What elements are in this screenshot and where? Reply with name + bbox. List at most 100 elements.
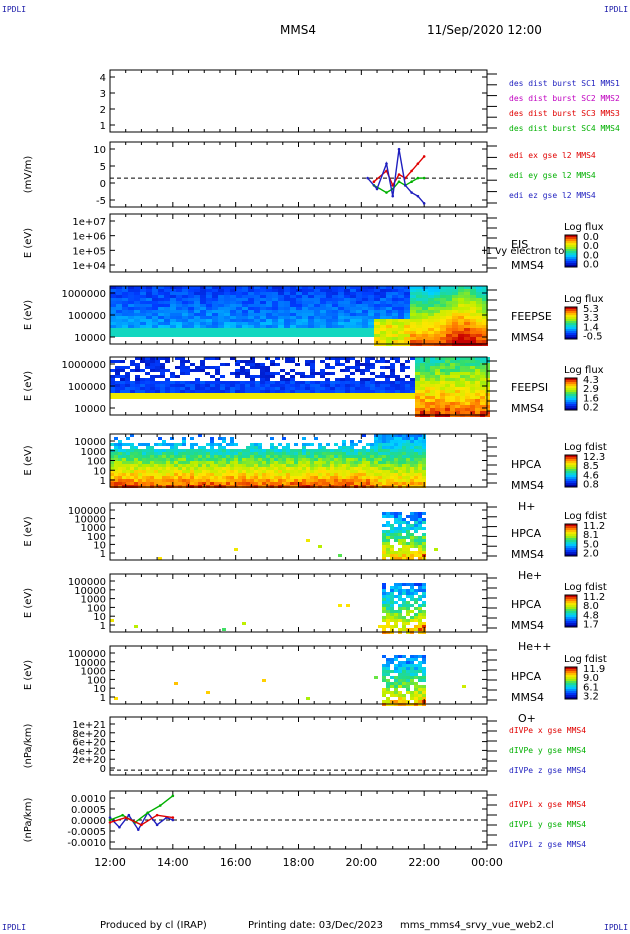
spectrogram-cell — [194, 443, 198, 446]
spectrogram-cell — [258, 449, 262, 452]
instrument-label: HPCA — [511, 527, 542, 540]
spectrogram-cell — [110, 443, 114, 446]
spectrogram-cell — [110, 455, 114, 458]
spectrogram-cell — [394, 601, 398, 604]
spectrogram-cell — [458, 334, 464, 337]
spectrogram-cell — [386, 304, 392, 307]
colorbar-swatch — [565, 249, 577, 252]
spectrogram-cell — [400, 384, 405, 387]
y-tick-label: 10 — [93, 540, 106, 551]
spectrogram-cell — [200, 316, 206, 319]
spectrogram-cell — [238, 458, 242, 461]
spectrogram-cell — [422, 688, 426, 691]
spectrogram-cell — [370, 458, 374, 461]
spectrogram-cell — [290, 378, 295, 381]
spectrogram-cell — [226, 464, 230, 467]
spectrogram-cell — [178, 461, 182, 464]
y-tick-label: 10 — [93, 466, 106, 477]
series-point — [391, 184, 395, 187]
spectrogram-cell — [242, 307, 248, 310]
spectrogram-cell — [446, 295, 452, 298]
spectrogram-cell — [266, 455, 270, 458]
spectrogram-cell — [205, 357, 210, 360]
spectrogram-cell — [368, 307, 374, 310]
spectrogram-cell — [212, 286, 218, 289]
spectrogram-cell — [242, 286, 248, 289]
spectrogram-cell — [185, 375, 190, 378]
spectrogram-cell — [280, 384, 285, 387]
spectrogram-cell — [178, 458, 182, 461]
spectrogram-cell — [404, 328, 410, 331]
spectrogram-cell — [386, 328, 392, 331]
panel-divpe — [109, 716, 497, 776]
spectrogram-cell — [418, 440, 422, 443]
spectrogram-cell — [206, 319, 212, 322]
spectrogram-cell — [306, 697, 310, 700]
spectrogram-cell — [134, 325, 140, 328]
spectrogram-cell — [330, 375, 335, 378]
spectrogram-cell — [382, 446, 386, 449]
spectrogram-cell — [422, 679, 426, 682]
spectrogram-cell — [326, 464, 330, 467]
spectrogram-cell — [410, 557, 414, 560]
spectrogram-cell — [402, 479, 406, 482]
spectrogram-cell — [118, 482, 122, 485]
spectrogram-cell — [345, 381, 350, 384]
spectrogram-cell — [470, 405, 475, 408]
spectrogram-cell — [382, 551, 386, 554]
colorbar — [564, 594, 578, 628]
spectrogram-cell — [302, 452, 306, 455]
spectrogram-cell — [122, 307, 128, 310]
spectrogram-cell — [422, 545, 426, 548]
spectrogram-cell — [414, 464, 418, 467]
spectrogram-cell — [195, 363, 200, 366]
spectrogram-cell — [418, 512, 422, 515]
spectrogram-cell — [250, 366, 255, 369]
spectrogram-cell — [140, 295, 146, 298]
spectrogram-cell — [218, 307, 224, 310]
spectrogram-cell — [188, 292, 194, 295]
spectrogram-cell — [110, 328, 116, 331]
spectrogram-cell — [405, 390, 410, 393]
spectrogram-cell — [402, 530, 406, 533]
spectrogram-cell — [402, 679, 406, 682]
spectrogram-cell — [334, 452, 338, 455]
spectrogram-cell — [205, 390, 210, 393]
spectrogram-cell — [115, 375, 120, 378]
spectrogram-cell — [160, 366, 165, 369]
spectrogram-cell — [375, 378, 380, 381]
spectrogram-cell — [386, 524, 390, 527]
colorbar-swatch — [565, 689, 577, 692]
spectrogram-cell — [315, 384, 320, 387]
spectrogram-cell — [254, 313, 260, 316]
spectrogram-cell — [294, 476, 298, 479]
spectrogram-cell — [475, 360, 480, 363]
spectrogram-cell — [220, 375, 225, 378]
spectrogram-cell — [182, 458, 186, 461]
spectrogram-cell — [290, 292, 296, 295]
spectrogram-cell — [262, 476, 266, 479]
series-line — [373, 155, 425, 187]
spectrogram-cell — [434, 313, 440, 316]
spectrogram-cell — [206, 328, 212, 331]
spectrogram-cell — [195, 381, 200, 384]
spectrogram-cell — [275, 363, 280, 366]
spectrogram-cell — [250, 449, 254, 452]
spectrogram-cell — [182, 328, 188, 331]
spectrogram-cell — [400, 369, 405, 372]
spectrogram-cell — [382, 586, 386, 589]
spectrogram-cell — [368, 298, 374, 301]
spectrogram-cell — [414, 670, 418, 673]
spectrogram-cell — [452, 340, 458, 343]
spectrogram-cell — [418, 667, 422, 670]
spectrogram-cell — [355, 387, 360, 390]
spectrogram-cell — [356, 298, 362, 301]
spectrogram-cell — [258, 464, 262, 467]
spectrogram-cell — [130, 384, 135, 387]
spectrogram-cell — [325, 396, 330, 399]
spectrogram-cell — [395, 372, 400, 375]
spectrogram-cell — [410, 682, 414, 685]
colorbar-swatch — [565, 309, 577, 312]
colorbar-title: Log flux — [564, 222, 604, 233]
spectrogram-cell — [445, 387, 450, 390]
